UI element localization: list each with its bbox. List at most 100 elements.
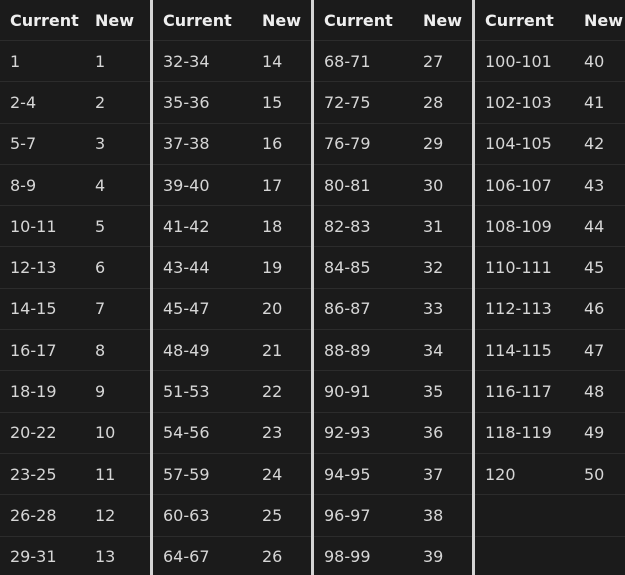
table-row: 90-91 35 <box>314 371 472 413</box>
table-header-row: Current New <box>475 0 625 41</box>
current-value-cell: 68-71 <box>324 51 371 71</box>
current-value-cell: 108-109 <box>485 216 552 236</box>
new-value-cell: 31 <box>423 216 444 236</box>
table-row: 118-119 49 <box>475 413 625 454</box>
current-value-cell: 16-17 <box>10 340 57 360</box>
table-row: 41-42 18 <box>153 206 311 248</box>
table-row: 12-13 6 <box>0 247 150 289</box>
current-value-cell: 84-85 <box>324 258 371 278</box>
new-value-cell: 35 <box>423 382 444 402</box>
new-value-cell: 36 <box>423 423 444 443</box>
current-value-cell: 72-75 <box>324 92 371 112</box>
current-value-cell: 32-34 <box>163 51 210 71</box>
new-value-cell: 46 <box>584 299 605 319</box>
new-value-cell: 5 <box>95 216 106 236</box>
new-value-cell: 10 <box>95 423 116 443</box>
current-value-cell: 98-99 <box>324 547 371 567</box>
table-row: 64-67 26 <box>153 537 311 575</box>
new-value-cell: 50 <box>584 464 605 484</box>
new-value-cell: 22 <box>262 382 283 402</box>
table-header-row: Current New <box>314 0 472 41</box>
current-column-header: Current <box>163 10 232 30</box>
new-value-cell: 16 <box>262 134 283 154</box>
current-value-cell: 26-28 <box>10 505 57 525</box>
table-row: 35-36 15 <box>153 82 311 124</box>
new-value-cell: 4 <box>95 175 106 195</box>
new-value-cell: 43 <box>584 175 605 195</box>
current-value-cell: 5-7 <box>10 134 37 154</box>
table-row: 98-99 39 <box>314 537 472 575</box>
table-row: 72-75 28 <box>314 82 472 124</box>
new-value-cell: 9 <box>95 382 106 402</box>
current-value-cell: 41-42 <box>163 216 210 236</box>
current-value-cell: 2-4 <box>10 92 37 112</box>
table-row: 2-4 2 <box>0 82 150 124</box>
current-value-cell: 37-38 <box>163 134 210 154</box>
table-row: 23-25 11 <box>0 454 150 496</box>
table-row: 108-109 44 <box>475 206 625 248</box>
new-value-cell: 39 <box>423 547 444 567</box>
new-value-cell: 26 <box>262 547 283 567</box>
new-value-cell: 7 <box>95 299 106 319</box>
table-row: 116-117 48 <box>475 371 625 413</box>
table-row: 84-85 32 <box>314 247 472 289</box>
new-value-cell: 6 <box>95 258 106 278</box>
new-column-header: New <box>584 10 624 30</box>
table-row: 39-40 17 <box>153 165 311 207</box>
current-value-cell: 39-40 <box>163 175 210 195</box>
conversion-table-2: Current New 32-34 14 35-36 15 37-38 16 39-40 17 41… <box>153 0 311 575</box>
current-value-cell: 88-89 <box>324 340 371 360</box>
table-row: 88-89 34 <box>314 330 472 372</box>
current-value-cell: 29-31 <box>10 547 57 567</box>
current-value-cell: 8-9 <box>10 175 37 195</box>
current-value-cell: 60-63 <box>163 505 210 525</box>
current-value-cell: 92-93 <box>324 423 371 443</box>
table-row: 102-103 41 <box>475 82 625 124</box>
current-value-cell: 48-49 <box>163 340 210 360</box>
new-value-cell: 18 <box>262 216 283 236</box>
table-row: 120 50 <box>475 454 625 496</box>
table-row: 57-59 24 <box>153 454 311 496</box>
table-row: 100-101 40 <box>475 41 625 83</box>
table-row: 37-38 16 <box>153 124 311 165</box>
table-row: 94-95 37 <box>314 454 472 496</box>
table-row: 10-11 5 <box>0 206 150 248</box>
new-value-cell: 1 <box>95 51 106 71</box>
current-value-cell: 120 <box>485 464 516 484</box>
table-row: 5-7 3 <box>0 124 150 165</box>
table-row: 82-83 31 <box>314 206 472 248</box>
current-value-cell: 23-25 <box>10 464 57 484</box>
table-row: 106-107 43 <box>475 165 625 207</box>
new-value-cell: 28 <box>423 92 444 112</box>
current-column-header: Current <box>10 10 79 30</box>
table-row: 48-49 21 <box>153 330 311 372</box>
new-value-cell: 30 <box>423 175 444 195</box>
new-value-cell: 25 <box>262 505 283 525</box>
current-value-cell: 104-105 <box>485 134 552 154</box>
current-value-cell: 51-53 <box>163 382 210 402</box>
new-value-cell: 40 <box>584 51 605 71</box>
new-value-cell: 24 <box>262 464 283 484</box>
current-value-cell: 64-67 <box>163 547 210 567</box>
table-row: 114-115 47 <box>475 330 625 372</box>
current-value-cell: 43-44 <box>163 258 210 278</box>
table-row: 96-97 38 <box>314 495 472 537</box>
current-value-cell: 100-101 <box>485 51 552 71</box>
table-row: 8-9 4 <box>0 165 150 207</box>
new-value-cell: 49 <box>584 423 605 443</box>
new-value-cell: 21 <box>262 340 283 360</box>
column-divider <box>311 0 314 575</box>
current-value-cell: 20-22 <box>10 423 57 443</box>
table-row: 104-105 42 <box>475 124 625 165</box>
new-value-cell: 17 <box>262 175 283 195</box>
table-row: 16-17 8 <box>0 330 150 372</box>
current-column-header: Current <box>324 10 393 30</box>
new-value-cell: 33 <box>423 299 444 319</box>
table-header-row: Current New <box>153 0 311 41</box>
current-value-cell: 76-79 <box>324 134 371 154</box>
new-value-cell: 14 <box>262 51 283 71</box>
new-value-cell: 42 <box>584 134 605 154</box>
current-value-cell: 112-113 <box>485 299 552 319</box>
current-value-cell: 54-56 <box>163 423 210 443</box>
new-value-cell: 27 <box>423 51 444 71</box>
